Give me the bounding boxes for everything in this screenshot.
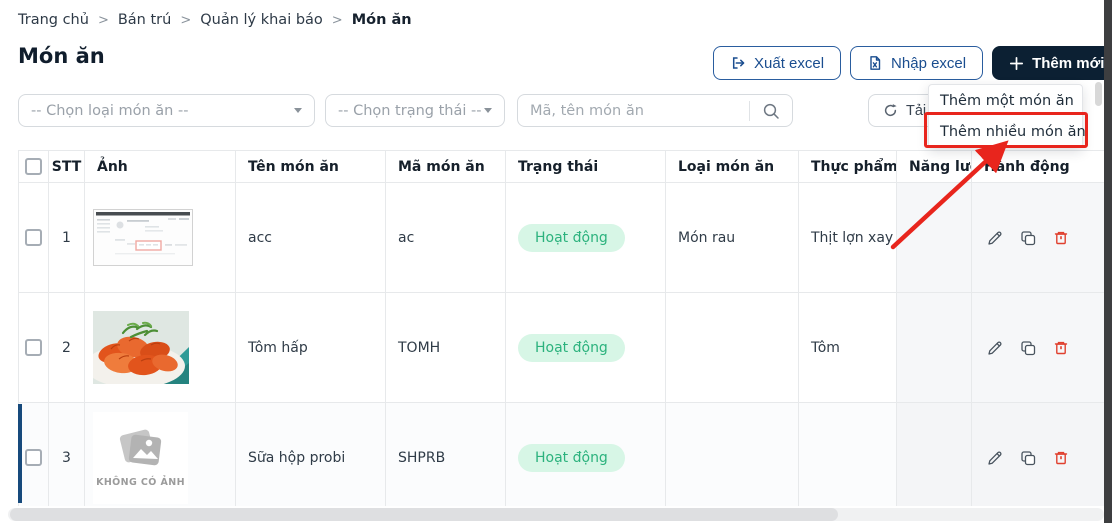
header-stt: STT xyxy=(48,150,85,183)
no-photo-icon xyxy=(119,429,161,465)
duplicate-button[interactable] xyxy=(1019,229,1037,247)
excel-file-icon xyxy=(867,55,883,71)
import-excel-label: Nhập excel xyxy=(891,54,967,72)
row-checkbox[interactable] xyxy=(25,339,42,356)
row-actions xyxy=(984,449,1104,467)
breadcrumb-separator: > xyxy=(331,12,343,28)
toolbar: Xuất excel Nhập excel Thêm mới xyxy=(713,46,1112,80)
plus-icon xyxy=(1009,56,1024,71)
dish-name: acc xyxy=(235,182,386,293)
import-excel-button[interactable]: Nhập excel xyxy=(850,46,984,80)
horizontal-scrollbar[interactable] xyxy=(8,508,1104,521)
status-badge: Hoạt động xyxy=(518,223,625,252)
dish-type: Món rau xyxy=(665,182,799,293)
dish-image-shrimp xyxy=(93,311,189,384)
menu-item-add-single[interactable]: Thêm một món ăn xyxy=(940,92,1074,109)
header-energy: Năng lượng xyxy=(896,150,972,183)
export-excel-label: Xuất excel xyxy=(754,54,825,72)
header-food: Thực phẩm xyxy=(798,150,897,183)
edit-button[interactable] xyxy=(986,229,1004,247)
dish-image-screenshot xyxy=(93,209,193,266)
row-actions xyxy=(984,229,1104,247)
duplicate-button[interactable] xyxy=(1019,339,1037,357)
dish-table: STT Ảnh Tên món ăn Mã món ăn Trạng thái … xyxy=(18,150,1104,506)
delete-button[interactable] xyxy=(1052,229,1070,247)
row-stt: 1 xyxy=(48,182,85,293)
duplicate-button[interactable] xyxy=(1019,449,1037,467)
status-placeholder: -- Chọn trạng thái -- xyxy=(338,102,482,119)
vertical-scrollbar-track[interactable] xyxy=(1104,0,1112,523)
edit-button[interactable] xyxy=(986,449,1004,467)
header-actions: Hành động xyxy=(971,150,1104,183)
breadcrumb-quan-ly-khai-bao[interactable]: Quản lý khai báo xyxy=(200,12,323,28)
add-new-button[interactable]: Thêm mới xyxy=(992,46,1112,80)
menu-item-add-multiple[interactable]: Thêm nhiều món ăn xyxy=(940,123,1086,140)
delete-button[interactable] xyxy=(1052,339,1070,357)
row-checkbox[interactable] xyxy=(25,449,42,466)
table-row: 2 xyxy=(18,292,1104,403)
export-excel-button[interactable]: Xuất excel xyxy=(713,46,842,80)
chevron-down-icon xyxy=(484,108,492,113)
breadcrumb: Trang chủ > Bán trú > Quản lý khai báo >… xyxy=(18,12,412,28)
table-row: 3 KHÔNG CÓ ẢNH Sữa hộp probi SHPRB Hoạ xyxy=(18,402,1104,506)
search-input[interactable] xyxy=(518,102,749,119)
export-icon xyxy=(730,55,746,71)
status-badge: Hoạt động xyxy=(518,333,625,362)
select-all-checkbox[interactable] xyxy=(25,158,42,175)
table-header-row: STT Ảnh Tên món ăn Mã món ăn Trạng thái … xyxy=(18,150,1104,183)
row-actions xyxy=(984,339,1104,357)
dish-code: TOMH xyxy=(385,292,506,403)
delete-button[interactable] xyxy=(1052,449,1070,467)
table-vertical-scroll-indicator[interactable] xyxy=(18,404,22,503)
dish-code: SHPRB xyxy=(385,402,506,506)
page-title: Món ăn xyxy=(18,44,105,68)
dish-energy xyxy=(896,402,972,506)
breadcrumb-home[interactable]: Trang chủ xyxy=(18,12,89,28)
no-image-label: KHÔNG CÓ ẢNH xyxy=(96,476,185,488)
vertical-scrollbar-thumb[interactable] xyxy=(1095,82,1102,106)
horizontal-scrollbar-thumb[interactable] xyxy=(10,508,838,521)
dish-name: Tôm hấp xyxy=(235,292,386,403)
dish-type-select[interactable]: -- Chọn loại món ăn -- xyxy=(18,94,315,127)
status-badge: Hoạt động xyxy=(518,443,625,472)
row-checkbox[interactable] xyxy=(25,229,42,246)
refresh-icon xyxy=(883,103,898,118)
breadcrumb-current: Món ăn xyxy=(351,12,412,28)
breadcrumb-separator: > xyxy=(180,12,192,28)
no-image-placeholder: KHÔNG CÓ ẢNH xyxy=(93,411,188,504)
dish-type-placeholder: -- Chọn loại món ăn -- xyxy=(31,102,189,119)
dish-food xyxy=(798,402,897,506)
add-new-dropdown: Thêm một món ăn Thêm nhiều món ăn xyxy=(928,84,1086,148)
row-stt: 3 xyxy=(48,402,85,506)
breadcrumb-separator: > xyxy=(97,12,109,28)
status-select[interactable]: -- Chọn trạng thái -- xyxy=(325,94,505,127)
header-image: Ảnh xyxy=(84,150,236,183)
edit-button[interactable] xyxy=(986,339,1004,357)
add-new-label: Thêm mới xyxy=(1032,54,1105,72)
dish-code: ac xyxy=(385,182,506,293)
table-row: 1 xyxy=(18,182,1104,293)
header-name: Tên món ăn xyxy=(235,150,386,183)
search-icon[interactable] xyxy=(750,102,792,120)
dish-name: Sữa hộp probi xyxy=(235,402,386,506)
divider xyxy=(749,100,750,121)
header-code: Mã món ăn xyxy=(385,150,506,183)
header-type: Loại món ăn xyxy=(665,150,799,183)
breadcrumb-ban-tru[interactable]: Bán trú xyxy=(117,12,172,28)
dish-food: Tôm xyxy=(798,292,897,403)
header-status: Trạng thái xyxy=(505,150,666,183)
row-stt: 2 xyxy=(48,292,85,403)
dish-energy xyxy=(896,182,972,293)
dish-type xyxy=(665,402,799,506)
chevron-down-icon xyxy=(294,108,302,113)
dish-type xyxy=(665,292,799,403)
dish-food: Thịt lợn xay xyxy=(798,182,897,293)
search-box xyxy=(517,94,793,127)
dish-energy xyxy=(896,292,972,403)
